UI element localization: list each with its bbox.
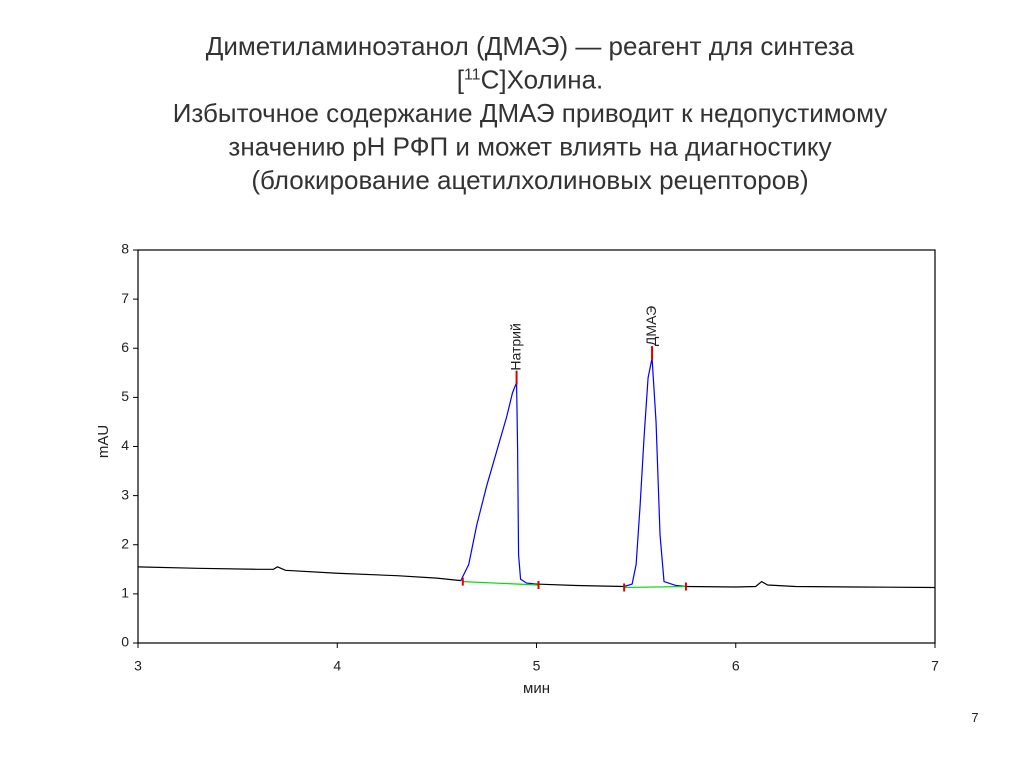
y-tick-label: 5 bbox=[121, 388, 129, 404]
superscript: 11 bbox=[464, 67, 481, 84]
y-tick-label: 3 bbox=[121, 486, 129, 502]
x-tick-label: 5 bbox=[533, 658, 541, 674]
x-tick-label: 7 bbox=[931, 658, 939, 674]
y-tick-label: 4 bbox=[121, 437, 129, 453]
slide-title: Диметиламиноэтанол (ДМАЭ) — реагент для … bbox=[173, 31, 888, 195]
x-tick-label: 4 bbox=[333, 658, 341, 674]
peak-label: ДМАЭ bbox=[643, 306, 659, 346]
y-tick-label: 1 bbox=[121, 585, 129, 601]
trace-line bbox=[462, 580, 539, 586]
title-line: [11С]Холина. bbox=[457, 65, 604, 95]
y-tick-label: 8 bbox=[121, 241, 129, 257]
trace-line bbox=[137, 566, 461, 582]
page-number: 7 bbox=[971, 710, 978, 725]
y-tick-label: 0 bbox=[121, 634, 129, 650]
title-line: Диметиламиноэтанол (ДМАЭ) — реагент для … bbox=[206, 31, 855, 61]
trace-line bbox=[460, 382, 537, 585]
trace-line bbox=[685, 580, 936, 589]
x-tick-label: 6 bbox=[732, 658, 740, 674]
trace-line bbox=[624, 585, 686, 589]
title-text: [ bbox=[457, 65, 465, 95]
y-tick-label: 7 bbox=[121, 290, 129, 306]
x-tick-label: 3 bbox=[134, 658, 142, 674]
y-tick-label: 6 bbox=[121, 339, 129, 355]
peak-label: Натрий bbox=[507, 323, 523, 370]
x-axis-label: мин bbox=[523, 680, 550, 697]
title-line: значению pH РФП и может влиять на диагно… bbox=[228, 132, 831, 162]
trace-line bbox=[623, 357, 686, 588]
trace-line bbox=[536, 583, 625, 588]
title-line: (блокирование ацетилхолиновых рецепторов… bbox=[251, 165, 808, 195]
y-axis-label: mAU bbox=[95, 425, 112, 458]
title-text: С]Холина. bbox=[481, 65, 604, 95]
title-line: Избыточное содержание ДМАЭ приводит к не… bbox=[173, 98, 888, 128]
y-tick-label: 2 bbox=[121, 535, 129, 551]
